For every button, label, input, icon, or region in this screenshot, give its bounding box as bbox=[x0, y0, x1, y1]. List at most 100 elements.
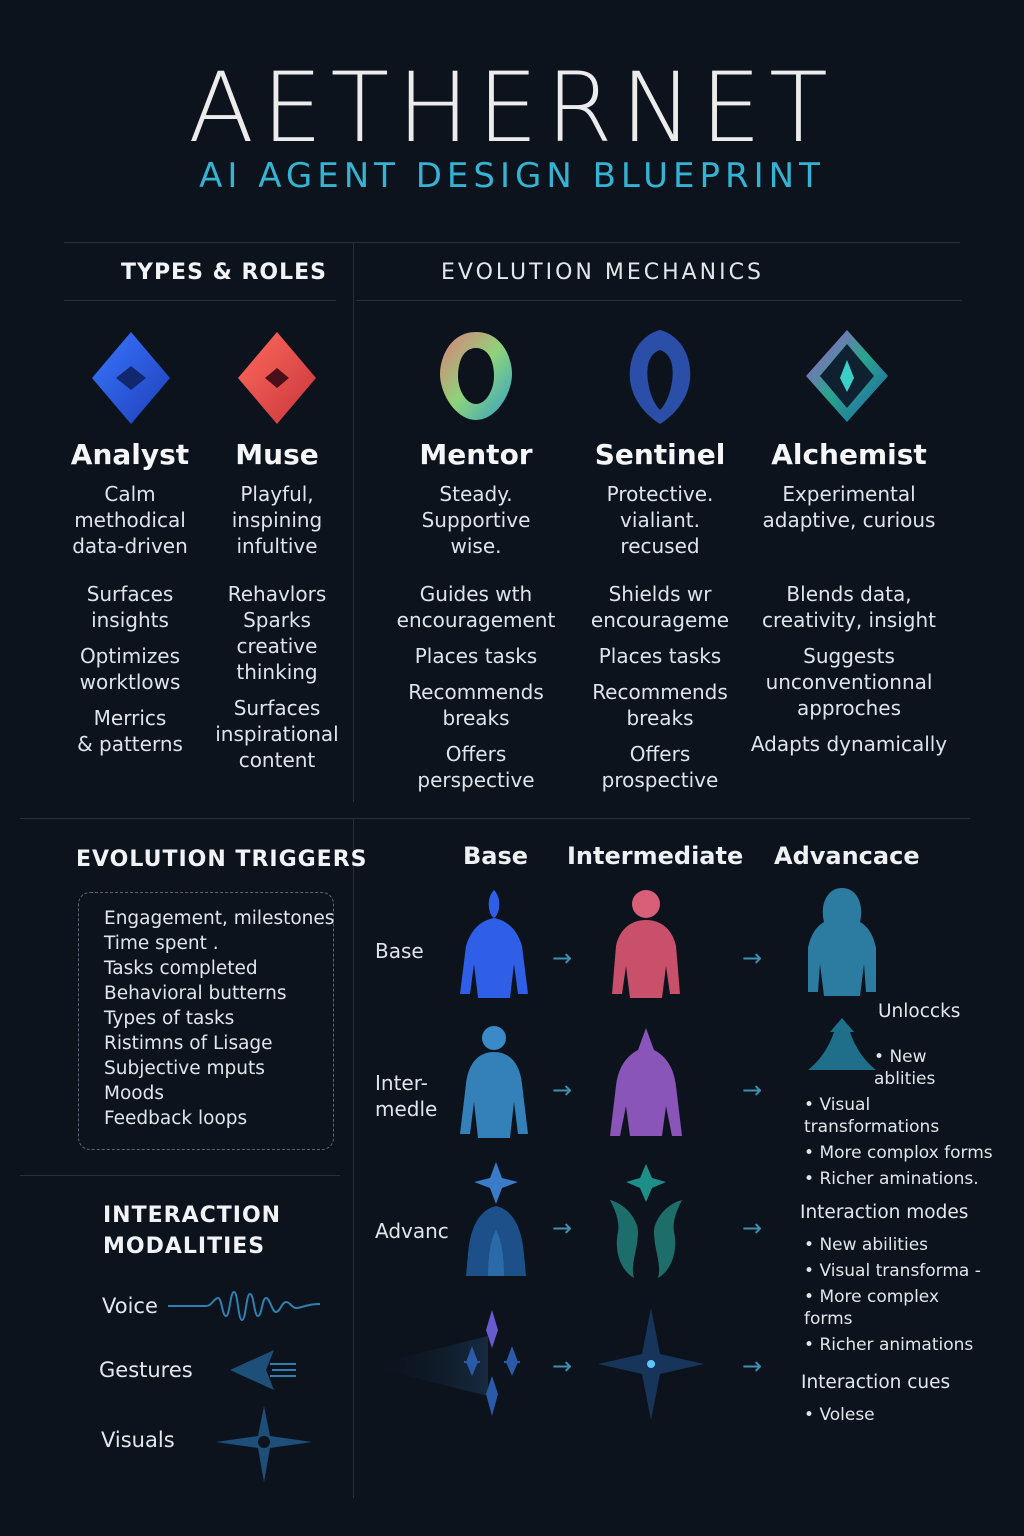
arrow-icon: → bbox=[552, 1076, 573, 1104]
list-item: Ristimns of Lisage bbox=[104, 1033, 273, 1054]
list-item: Types of tasks bbox=[104, 1008, 235, 1029]
base-figure-icon bbox=[368, 1310, 520, 1416]
hooded-shield-icon bbox=[629, 330, 691, 424]
agent-behavior: Guides wth encouragement bbox=[396, 582, 556, 632]
list-item: Subjective mputs bbox=[104, 1058, 265, 1079]
intermediate-figure-icon bbox=[610, 1028, 682, 1136]
agent-description: Steady. Supportive wise. bbox=[421, 482, 531, 558]
divider bbox=[353, 242, 354, 802]
stage-header-advanced: Advancace bbox=[774, 842, 920, 870]
unlocks-list: • Visual transformations • More complox … bbox=[804, 1094, 1014, 1190]
agent-name: Alchemist bbox=[771, 438, 927, 471]
agent-behavior: Shields wr encourageme bbox=[590, 582, 730, 632]
intermediate-figure-icon bbox=[610, 1164, 682, 1278]
row-label-intermediate: Inter- medle bbox=[375, 1071, 438, 1121]
agent-card-alchemist: Alchemist Experimental adaptive, curious… bbox=[746, 438, 952, 767]
agent-card-muse: Muse Playful, inspining infultive Rehavl… bbox=[192, 438, 362, 783]
agent-description: Protective. vialiant. recused bbox=[606, 482, 714, 558]
agent-name: Muse bbox=[235, 438, 319, 471]
interaction-modes-list: • New abilities • Visual transforma - • … bbox=[804, 1234, 1014, 1356]
agent-behavior: Adapts dynamically bbox=[750, 732, 948, 756]
agent-behavior: Blends data, creativity, insight bbox=[762, 582, 936, 632]
list-item: • Richer aminations. bbox=[804, 1169, 979, 1189]
evolution-mechanics-heading: EVOLUTION MECHANICS bbox=[441, 260, 764, 285]
arrow-icon: → bbox=[742, 1214, 763, 1242]
interaction-modes-title: Interaction modes bbox=[800, 1202, 969, 1223]
unlocks-title: Unloccks bbox=[878, 1001, 961, 1022]
base-figure-icon bbox=[460, 1026, 528, 1138]
agent-behavior: Offers perspective bbox=[417, 742, 535, 792]
agent-behavior: Recommends breaks bbox=[592, 680, 728, 730]
agent-description: Experimental adaptive, curious bbox=[762, 482, 936, 532]
unlocks-item: • New ablities bbox=[874, 1047, 936, 1089]
divider bbox=[64, 242, 960, 243]
unlock-cone-icon bbox=[808, 1018, 876, 1070]
interaction-cues-title: Interaction cues bbox=[801, 1372, 951, 1393]
gesture-arrow-icon bbox=[230, 1350, 296, 1390]
list-item: • Volese bbox=[804, 1405, 875, 1425]
page-title: AETHERNET bbox=[188, 52, 836, 164]
list-item: • More complex forms bbox=[804, 1287, 940, 1329]
arrow-icon: → bbox=[552, 1352, 573, 1380]
modality-gestures: Gestures bbox=[99, 1358, 193, 1382]
list-item: • New abilities bbox=[804, 1235, 929, 1255]
divider bbox=[356, 300, 962, 301]
agent-behavior: Places tasks bbox=[598, 644, 722, 668]
agent-name: Sentinel bbox=[594, 438, 726, 471]
list-item: Moods bbox=[104, 1083, 164, 1104]
arrow-icon: → bbox=[742, 1352, 763, 1380]
intermediate-figure-icon bbox=[598, 1308, 704, 1420]
list-item: Time spent . bbox=[104, 933, 219, 954]
arrow-icon: → bbox=[742, 944, 763, 972]
evolution-triggers-heading: EVOLUTION TRIGGERS bbox=[76, 847, 368, 872]
agent-behavior: Rehavlors Sparks creative thinking bbox=[227, 582, 327, 684]
stage-header-base: Base bbox=[463, 842, 529, 870]
divider bbox=[353, 818, 354, 1498]
list-item: • Richer animations bbox=[804, 1335, 974, 1355]
divider bbox=[20, 1175, 340, 1176]
agent-card-mentor: Mentor Steady. Supportive wise. Guides w… bbox=[388, 438, 564, 803]
row-label-advanced: Advanc bbox=[375, 1219, 449, 1243]
red-diamond-icon bbox=[238, 332, 316, 424]
agent-behavior: Surfaces inspirational content bbox=[215, 696, 339, 772]
agent-card-sentinel: Sentinel Protective. vialiant. recused S… bbox=[572, 438, 748, 803]
agent-behavior: Surfaces insights bbox=[86, 582, 174, 632]
page-subtitle: AI AGENT DESIGN BLUEPRINT bbox=[199, 156, 825, 196]
divider bbox=[64, 300, 336, 301]
list-item: Tasks completed bbox=[104, 958, 258, 979]
agent-name: Analyst bbox=[70, 438, 190, 471]
list-item: • More complox forms bbox=[804, 1143, 993, 1163]
list-item: Feedback loops bbox=[104, 1108, 248, 1129]
modality-voice: Voice bbox=[102, 1294, 158, 1318]
agent-card-analyst: Analyst Calm methodical data-driven Surf… bbox=[40, 438, 220, 767]
list-item: • Visual transforma - bbox=[804, 1261, 981, 1281]
types-roles-heading: TYPES & ROLES bbox=[121, 260, 327, 285]
agent-behavior: Places tasks bbox=[414, 644, 538, 668]
arrow-icon: → bbox=[742, 1076, 763, 1104]
base-figure-icon bbox=[466, 1162, 526, 1276]
prism-diamond-icon bbox=[806, 330, 888, 422]
divider bbox=[20, 818, 970, 819]
blue-diamond-icon bbox=[92, 332, 170, 424]
stage-header-intermediate: Intermediate bbox=[567, 842, 744, 870]
agent-behavior: Optimizes worktlows bbox=[79, 644, 181, 694]
triggers-list: Engagement, milestones Time spent . Task… bbox=[104, 906, 334, 1131]
advanced-figure-icon bbox=[808, 888, 876, 996]
waveform-icon bbox=[168, 1290, 321, 1322]
base-figure-icon bbox=[460, 890, 528, 998]
list-item: Behavioral butterns bbox=[104, 983, 287, 1004]
agent-behavior: Offers prospective bbox=[601, 742, 719, 792]
agent-behavior: Recommends breaks bbox=[408, 680, 544, 730]
gradient-ring-icon bbox=[440, 332, 512, 420]
agent-behavior: Merrics & patterns bbox=[77, 706, 183, 756]
list-item: • Visual transformations bbox=[804, 1095, 940, 1137]
agent-behavior: Suggests unconventionnal approches bbox=[765, 644, 933, 720]
agent-description: Playful, inspining infultive bbox=[231, 482, 323, 558]
triggers-box bbox=[78, 892, 334, 1150]
arrow-icon: → bbox=[552, 944, 573, 972]
row-label-base: Base bbox=[375, 939, 424, 963]
interaction-modalities-heading: INTERACTION MODALITIES bbox=[103, 1203, 282, 1259]
agent-description: Calm methodical data-driven bbox=[72, 482, 188, 558]
modality-visuals: Visuals bbox=[101, 1428, 175, 1452]
agent-name: Mentor bbox=[419, 438, 533, 471]
